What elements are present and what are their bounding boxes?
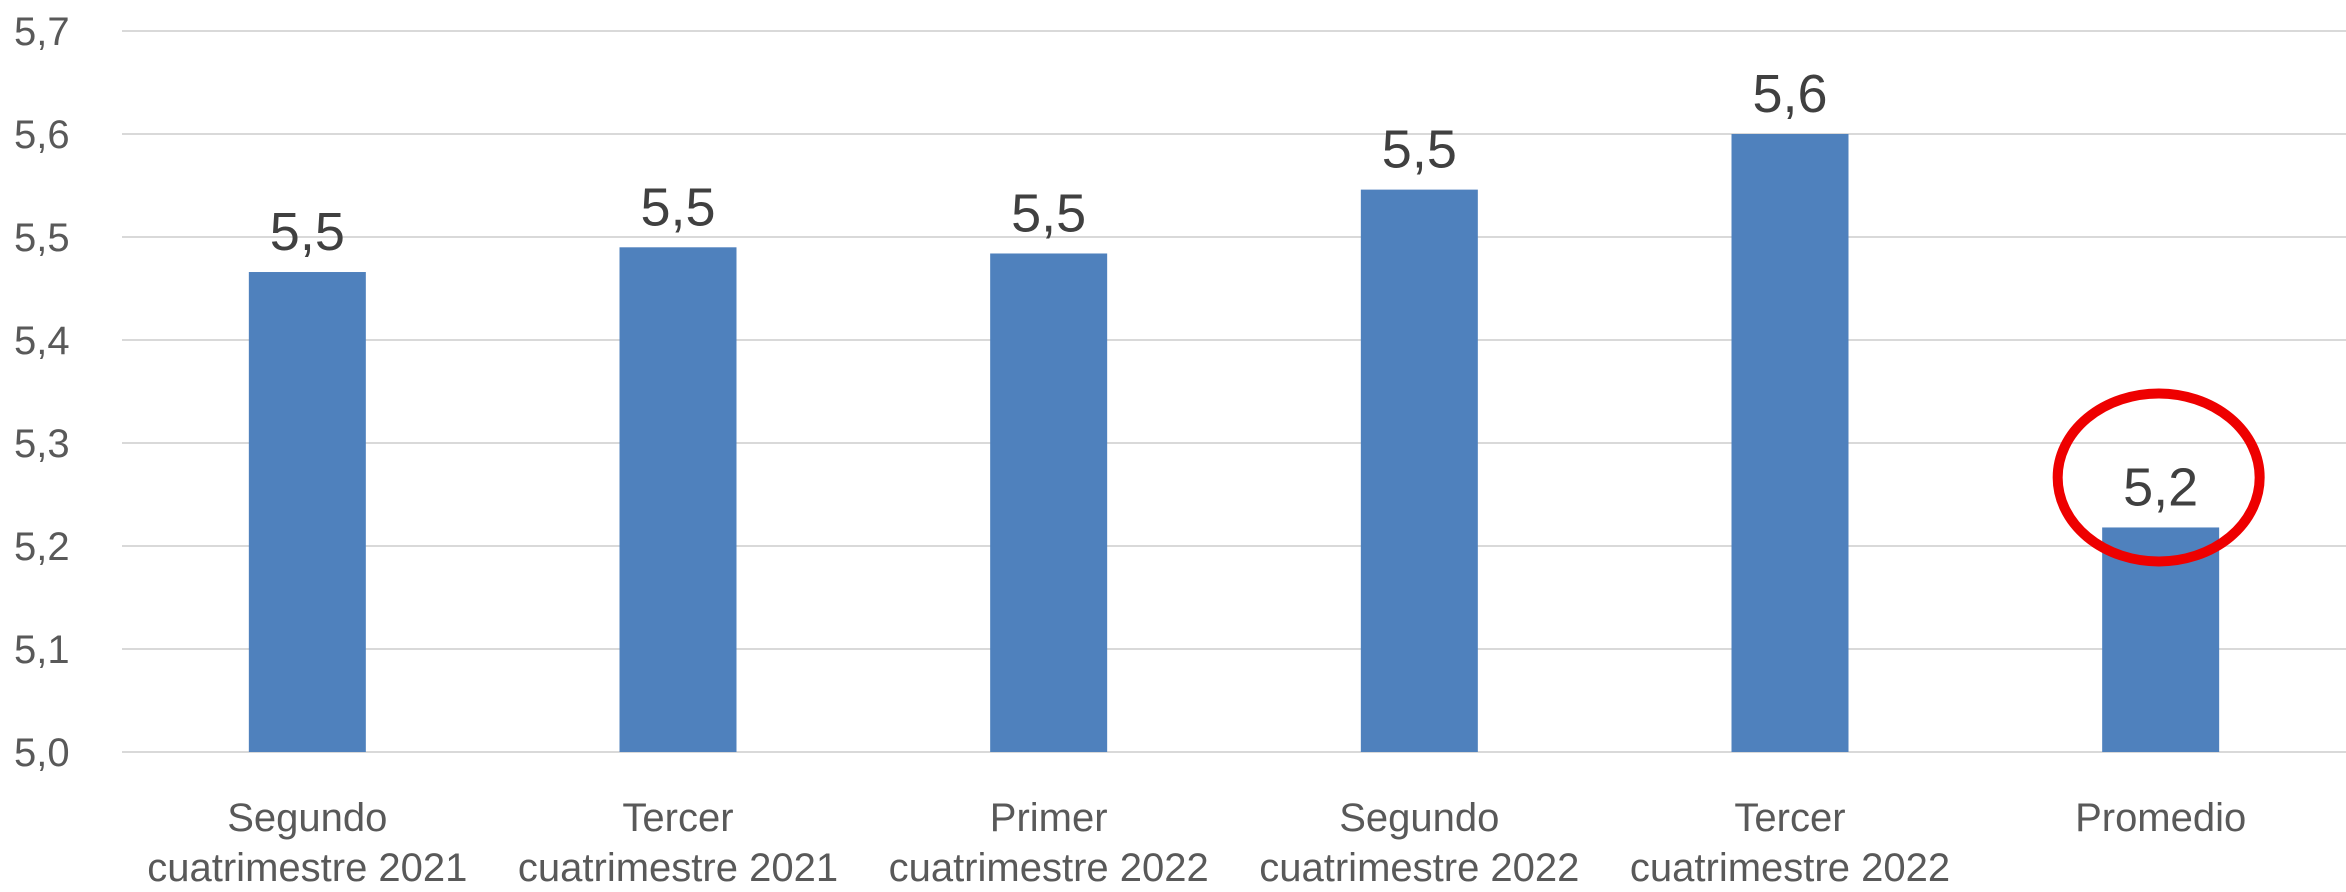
category-label: cuatrimestre 2022	[1259, 846, 1579, 890]
category-label: cuatrimestre 2021	[147, 846, 467, 890]
category-label: cuatrimestre 2022	[1630, 846, 1950, 890]
bar	[1360, 189, 1478, 752]
data-label: 5,5	[270, 202, 345, 262]
category-label: Segundo	[1339, 796, 1499, 840]
data-labels: 5,5 5,5 5,5 5,5 5,6 5,2	[270, 64, 2198, 517]
bar	[990, 253, 1108, 753]
bar	[619, 247, 737, 753]
y-tick-label: 5,4	[14, 319, 70, 363]
category-label: Tercer	[1734, 796, 1845, 840]
highlight-annotation	[2052, 388, 2265, 567]
y-tick-label: 5,7	[14, 10, 70, 54]
y-tick-label: 5,6	[14, 113, 70, 157]
gridlines	[122, 30, 2346, 753]
data-label: 5,5	[1011, 183, 1086, 243]
category-label: Primer	[990, 796, 1108, 840]
data-label: 5,5	[640, 177, 715, 237]
data-label: 5,2	[2123, 457, 2198, 517]
y-tick-label: 5,0	[14, 731, 70, 775]
category-label: cuatrimestre 2022	[889, 846, 1209, 890]
category-label: cuatrimestre 2021	[518, 846, 838, 890]
category-label: Promedio	[2075, 796, 2246, 840]
highlight-circle	[2052, 388, 2265, 567]
y-tick-label: 5,1	[14, 628, 70, 672]
y-tick-label: 5,2	[14, 525, 70, 569]
bars	[248, 134, 2220, 753]
category-label: Tercer	[622, 796, 733, 840]
y-tick-label: 5,3	[14, 422, 70, 466]
bar	[1731, 134, 1849, 752]
x-axis-category-labels: Segundo cuatrimestre 2021 Tercer cuatrimest…	[147, 796, 2246, 890]
y-tick-label: 5,5	[14, 216, 70, 260]
data-label: 5,5	[1382, 120, 1457, 180]
y-axis-tick-labels: 5,0 5,1 5,2 5,3 5,4 5,5 5,6 5,7	[14, 10, 70, 775]
bar	[248, 272, 366, 752]
data-label: 5,6	[1752, 64, 1827, 124]
category-label: Segundo	[227, 796, 387, 840]
